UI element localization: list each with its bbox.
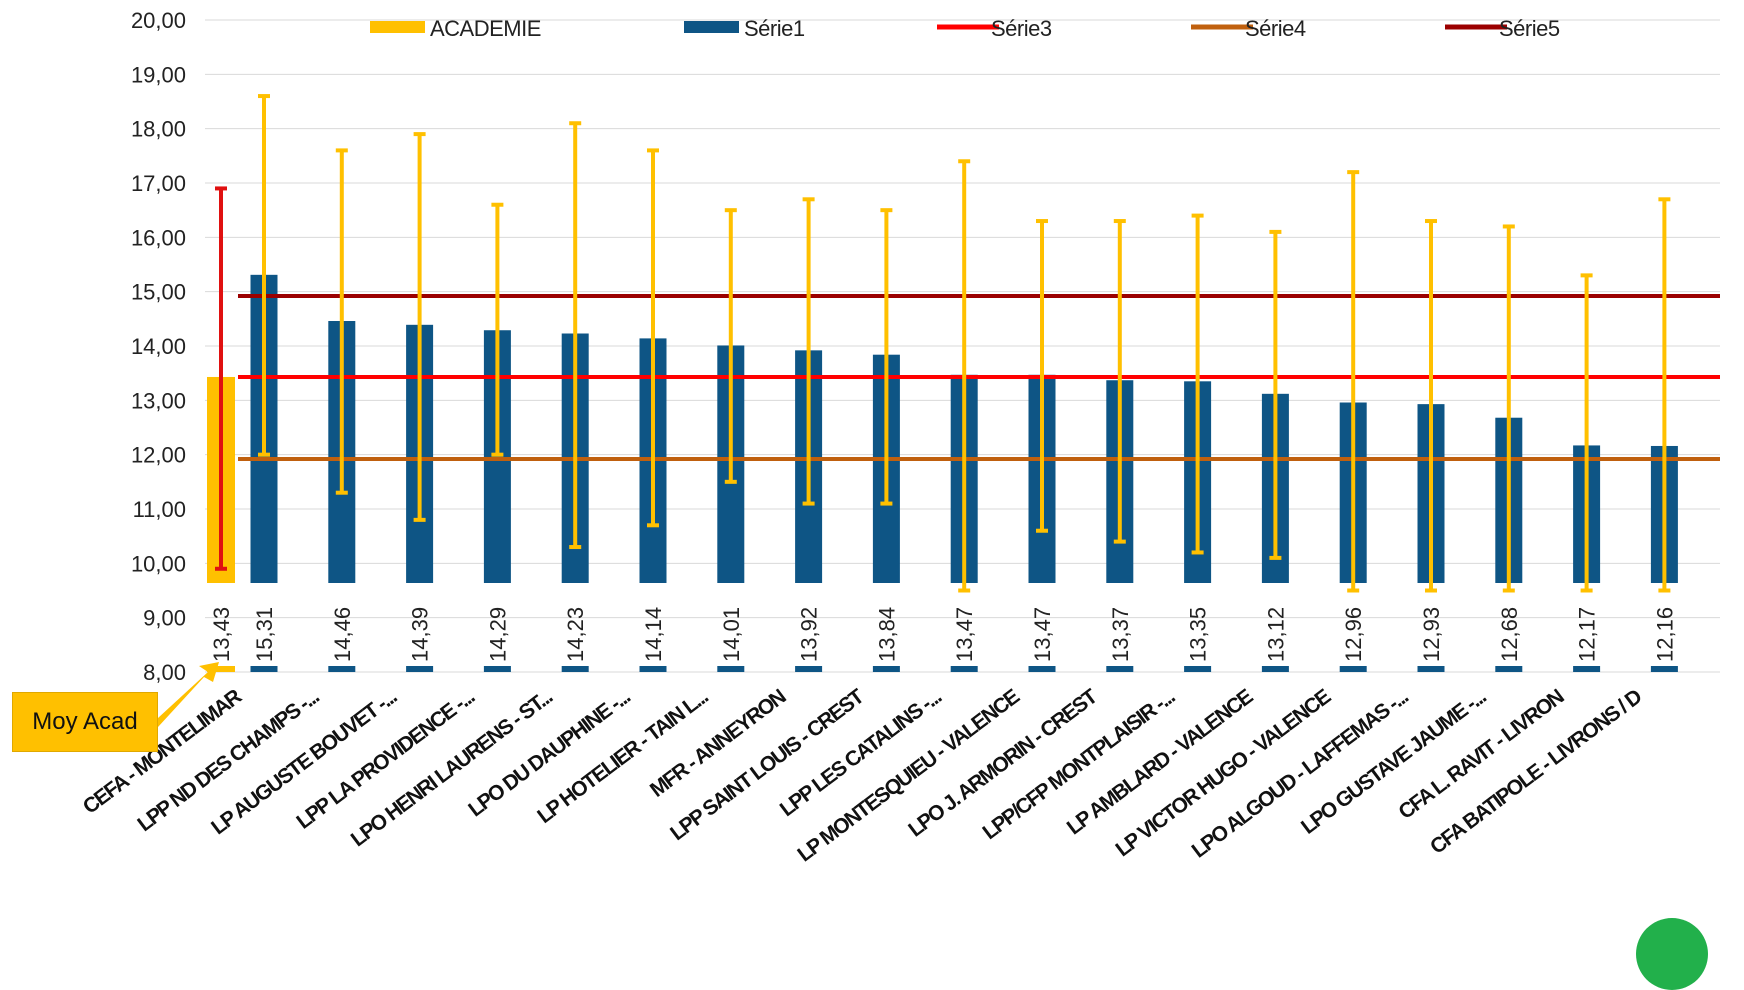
y-tick-label: 19,00 — [131, 62, 186, 87]
data-label: 13,84 — [874, 607, 899, 662]
data-label: 14,39 — [408, 607, 433, 662]
legend-label: Série5 — [1499, 16, 1560, 41]
x-category-label: MFR - ANNEYRON — [646, 685, 790, 801]
data-label: 12,16 — [1652, 607, 1677, 662]
data-label: 12,17 — [1575, 607, 1600, 662]
bar-base — [1339, 666, 1367, 672]
bar-base — [1028, 666, 1056, 672]
bar-base — [1495, 666, 1523, 672]
legend-label: Série4 — [1245, 16, 1306, 41]
data-label: 13,12 — [1263, 607, 1288, 662]
bar-base — [1650, 666, 1678, 672]
bar-base — [639, 666, 667, 672]
bar-base — [406, 666, 434, 672]
bar-base — [1184, 666, 1212, 672]
data-label: 14,29 — [485, 607, 510, 662]
data-label: 12,93 — [1419, 607, 1444, 662]
data-label: 13,92 — [797, 607, 822, 662]
bar-base — [1573, 666, 1601, 672]
legend: ACADEMIE Série1 Série3 Série4 Série5 — [370, 16, 1560, 41]
legend-swatch — [370, 21, 425, 33]
y-tick-label: 11,00 — [133, 497, 186, 522]
data-label: 14,01 — [719, 607, 744, 662]
data-label: 14,46 — [330, 607, 355, 662]
data-label: 14,23 — [563, 607, 588, 662]
data-labels: 13,43 15,31 14,46 14,39 14,29 14,23 14,14 14,01… — [209, 607, 1677, 662]
bar-base — [795, 666, 823, 672]
data-label: 13,47 — [1030, 607, 1055, 662]
y-tick-label: 16,00 — [131, 225, 186, 250]
callout-arrow-shape — [158, 662, 219, 727]
y-tick-label: 20,00 — [131, 8, 186, 33]
y-tick-label: 17,00 — [131, 171, 186, 196]
bar-base — [1261, 666, 1289, 672]
legend-label: Série1 — [744, 16, 805, 41]
y-tick-label: 10,00 — [131, 551, 186, 576]
bar-chart: 8,00 9,00 10,00 11,00 12,00 13,00 14,00 15,00 16… — [79, 8, 1720, 867]
legend-label: Série3 — [991, 16, 1052, 41]
callout-arrow — [158, 662, 219, 727]
data-label: 13,47 — [952, 607, 977, 662]
y-tick-label: 18,00 — [131, 117, 186, 142]
series-lines — [238, 294, 1720, 462]
academie-data-label: 13,43 — [209, 607, 234, 662]
y-tick-label: 15,00 — [131, 280, 186, 305]
green-badge-icon — [1636, 918, 1708, 990]
bar-base — [250, 666, 278, 672]
moy-acad-callout: Moy Acad — [12, 692, 158, 752]
bar-base — [328, 666, 356, 672]
y-tick-label: 14,00 — [131, 334, 186, 359]
y-tick-label: 13,00 — [131, 388, 186, 413]
data-label: 14,14 — [641, 607, 666, 662]
legend-label: ACADEMIE — [430, 16, 541, 41]
academie-bar-base — [207, 666, 235, 672]
bar-base — [717, 666, 745, 672]
legend-swatch — [684, 21, 739, 33]
error-bars — [215, 94, 1671, 593]
y-axis: 8,00 9,00 10,00 11,00 12,00 13,00 14,00 15,00 16… — [131, 8, 186, 685]
bar-base — [561, 666, 589, 672]
data-label: 12,68 — [1497, 607, 1522, 662]
data-label: 13,35 — [1186, 607, 1211, 662]
data-label: 15,31 — [252, 607, 277, 662]
y-tick-label: 9,00 — [143, 606, 186, 631]
y-tick-label: 8,00 — [143, 660, 186, 685]
bar-base — [950, 666, 978, 672]
bar-base — [1417, 666, 1445, 672]
data-label: 12,96 — [1341, 607, 1366, 662]
y-tick-label: 12,00 — [131, 443, 186, 468]
bar-base — [1106, 666, 1134, 672]
data-label: 13,37 — [1108, 607, 1133, 662]
bar-base — [483, 666, 511, 672]
bar-base — [872, 666, 900, 672]
